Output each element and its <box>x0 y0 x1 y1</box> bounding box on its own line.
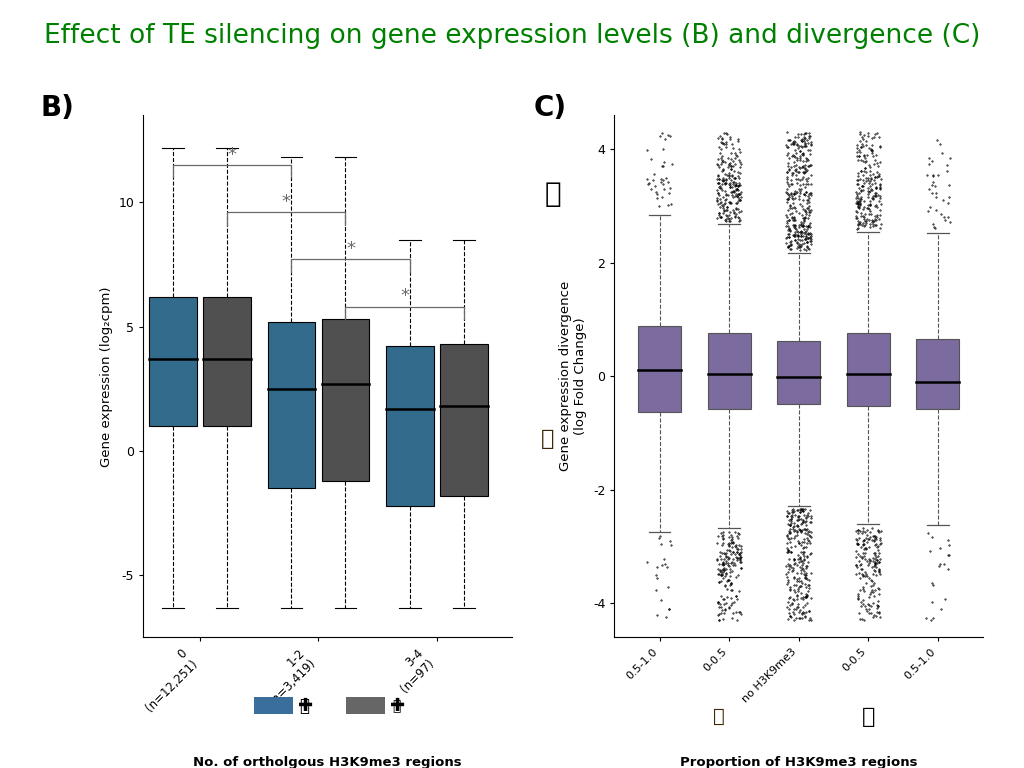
Text: *: * <box>346 240 355 258</box>
Bar <box>638 326 681 412</box>
Text: 🦶: 🦶 <box>541 429 555 449</box>
Text: ⛹: ⛹ <box>299 697 309 715</box>
Text: C): C) <box>534 94 566 122</box>
Text: ⛹: ⛹ <box>861 707 874 727</box>
Text: 🦶: 🦶 <box>713 707 725 726</box>
Text: ✚: ✚ <box>298 697 312 715</box>
Y-axis label: Gene expression (log₂cpm): Gene expression (log₂cpm) <box>100 286 113 467</box>
Bar <box>916 339 959 409</box>
Bar <box>150 296 197 426</box>
Text: 🦶: 🦶 <box>392 699 400 713</box>
Bar <box>440 344 487 495</box>
Text: ⛹: ⛹ <box>545 180 561 207</box>
Y-axis label: Gene expression divergence
(log Fold Change): Gene expression divergence (log Fold Cha… <box>559 281 588 472</box>
Bar <box>268 322 315 488</box>
Bar <box>708 333 751 409</box>
Text: B): B) <box>40 94 74 122</box>
Bar <box>203 296 251 426</box>
Bar <box>386 346 434 505</box>
Bar <box>777 341 820 403</box>
Text: Proportion of H3K9me3 regions
enriched in each species: Proportion of H3K9me3 regions enriched i… <box>680 756 918 768</box>
Text: *: * <box>227 146 237 164</box>
Text: *: * <box>282 193 291 211</box>
Text: No. of ortholgous H3K9me3 regions: No. of ortholgous H3K9me3 regions <box>194 756 462 768</box>
Bar <box>847 333 890 406</box>
Bar <box>322 319 370 481</box>
Text: *: * <box>400 287 410 306</box>
Text: ✚: ✚ <box>390 697 404 715</box>
Text: Effect of TE silencing on gene expression levels (B) and divergence (C): Effect of TE silencing on gene expressio… <box>44 23 980 49</box>
